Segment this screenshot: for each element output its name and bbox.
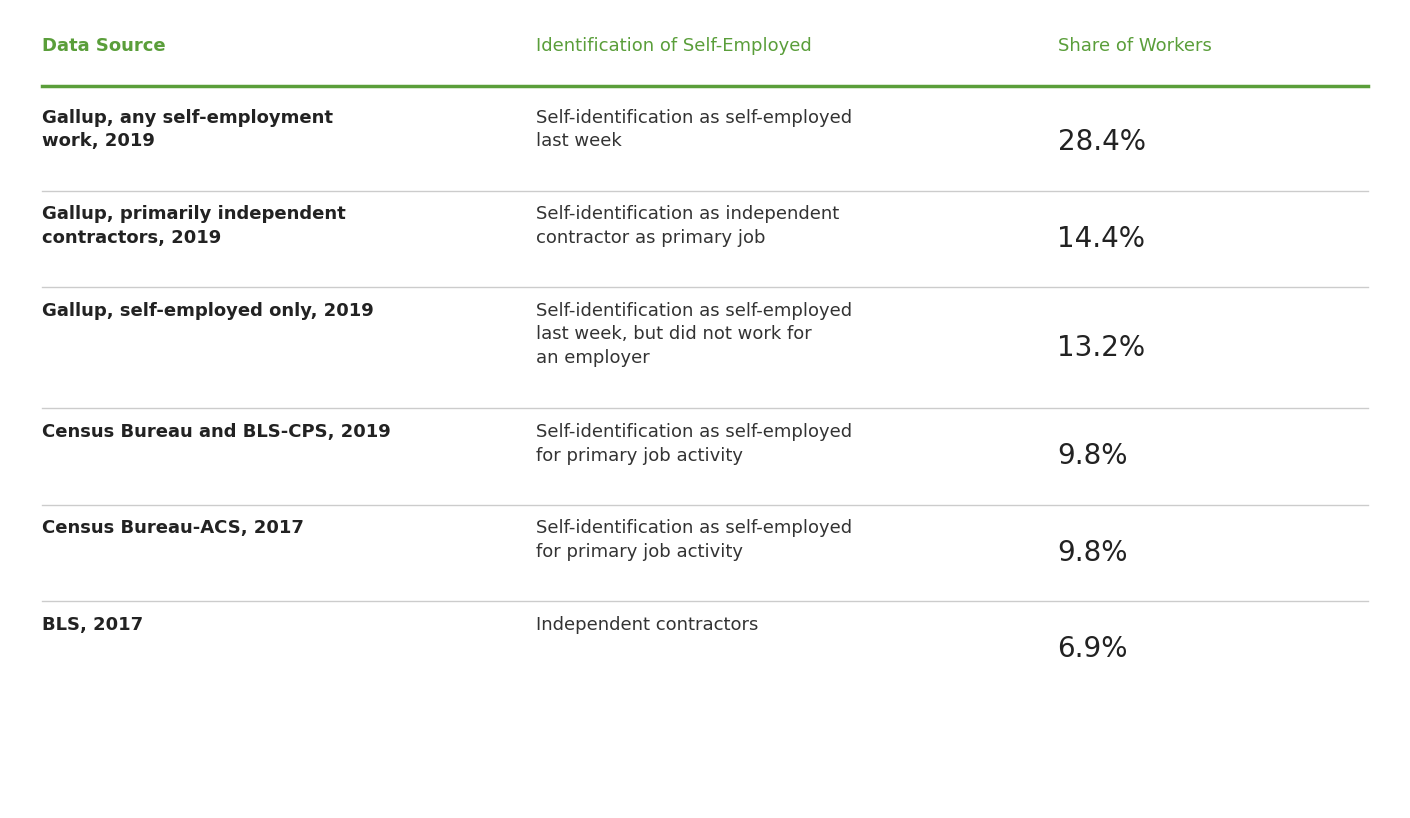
Text: Self-identification as self-employed
for primary job activity: Self-identification as self-employed for… [536, 519, 852, 561]
Text: Independent contractors: Independent contractors [536, 616, 759, 634]
Text: 28.4%: 28.4% [1058, 128, 1145, 156]
Text: Self-identification as independent
contractor as primary job: Self-identification as independent contr… [536, 205, 839, 247]
Text: Census Bureau and BLS-CPS, 2019: Census Bureau and BLS-CPS, 2019 [42, 423, 391, 441]
Text: 9.8%: 9.8% [1058, 539, 1128, 567]
Text: Gallup, self-employed only, 2019: Gallup, self-employed only, 2019 [42, 302, 374, 320]
Text: Data Source: Data Source [42, 37, 166, 55]
Text: Gallup, any self-employment
work, 2019: Gallup, any self-employment work, 2019 [42, 109, 333, 151]
Text: Self-identification as self-employed
last week: Self-identification as self-employed las… [536, 109, 852, 151]
Text: Self-identification as self-employed
for primary job activity: Self-identification as self-employed for… [536, 423, 852, 465]
Text: BLS, 2017: BLS, 2017 [42, 616, 144, 634]
Text: Identification of Self-Employed: Identification of Self-Employed [536, 37, 812, 55]
Text: Self-identification as self-employed
last week, but did not work for
an employer: Self-identification as self-employed las… [536, 302, 852, 367]
Text: Census Bureau-ACS, 2017: Census Bureau-ACS, 2017 [42, 519, 305, 537]
Text: 6.9%: 6.9% [1058, 636, 1128, 663]
Text: 14.4%: 14.4% [1058, 225, 1145, 253]
Text: 13.2%: 13.2% [1058, 334, 1145, 362]
Text: Share of Workers: Share of Workers [1058, 37, 1211, 55]
Text: Gallup, primarily independent
contractors, 2019: Gallup, primarily independent contractor… [42, 205, 345, 247]
Text: 9.8%: 9.8% [1058, 443, 1128, 470]
